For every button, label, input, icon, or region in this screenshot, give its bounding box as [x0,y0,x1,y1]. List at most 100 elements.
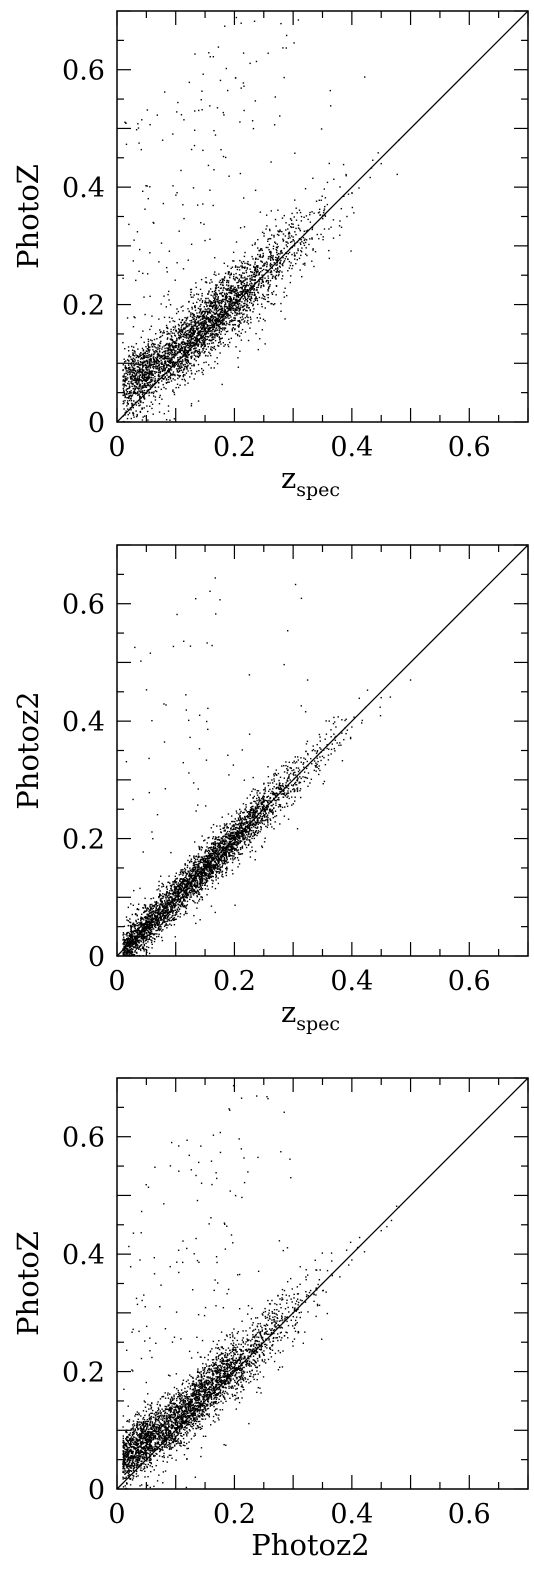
data-point [167,378,170,381]
data-point [208,862,210,864]
data-point [220,313,222,316]
data-point [143,383,146,386]
data-point [151,407,153,410]
data-point [221,314,224,316]
data-point [188,342,190,345]
data-point [145,356,147,359]
data-point [159,329,161,331]
data-point [187,370,189,372]
data-point [285,222,287,224]
data-point [163,316,166,319]
data-point [238,274,241,276]
data-point [256,792,258,794]
data-point [134,360,136,362]
data-point [281,217,284,219]
data-point [180,337,182,339]
data-point [164,367,167,369]
data-point [140,660,142,662]
data-point [138,380,140,382]
data-point [124,384,126,386]
data-point [184,316,186,319]
data-point [234,286,236,289]
data-point [237,334,239,337]
data-point [254,812,256,815]
data-point [211,291,214,293]
data-point [139,397,141,399]
data-point [135,362,137,364]
data-point [213,309,216,311]
data-point [219,599,221,601]
data-point [277,271,280,273]
data-point [161,362,163,364]
data-point [148,362,151,365]
data-point [297,224,300,227]
data-point [193,314,195,316]
data-point [305,239,308,241]
data-point [167,352,170,354]
data-point [212,857,214,860]
data-point [166,888,168,890]
data-point [244,276,246,278]
data-point [176,613,178,616]
data-point [182,364,184,366]
data-point [252,303,254,306]
data-point [345,173,347,176]
data-point [193,327,195,330]
data-point [249,285,252,287]
data-point [270,254,273,257]
data-point [280,249,282,252]
data-point [225,324,227,326]
data-point [202,858,204,860]
data-point [318,733,321,736]
data-point [236,312,239,314]
data-point [139,367,141,370]
data-point [158,361,160,363]
data-point [122,375,124,378]
data-point [380,162,382,165]
data-point [292,264,294,267]
data-point [172,361,175,363]
data-point [250,292,252,294]
data-point [126,317,129,319]
data-point [138,942,140,944]
data-point [129,373,131,375]
data-point [195,286,197,289]
data-point [192,318,194,321]
data-point [213,347,215,350]
data-point [172,371,175,373]
data-point [138,386,140,388]
data-point [170,358,172,360]
data-point [258,281,261,283]
data-point [300,761,302,763]
data-point [130,396,133,398]
data-point [351,206,354,209]
data-point [200,298,202,300]
data-point [152,392,155,395]
data-point [339,186,341,188]
data-point [208,299,210,301]
data-point [279,776,282,778]
data-point [211,338,213,341]
data-point [224,824,226,827]
data-point [188,339,190,342]
data-point [308,243,310,246]
data-point [300,239,302,241]
data-point [282,264,284,267]
data-point [150,939,152,941]
data-point [262,255,264,258]
data-point [225,305,228,308]
data-point [281,271,283,273]
data-point [300,249,302,252]
data-point [186,354,188,356]
data-point [153,361,155,364]
data-point [203,325,205,328]
data-point [177,332,179,335]
data-point [196,316,198,319]
data-point [157,352,159,354]
data-point [197,356,200,358]
data-point [136,363,138,365]
data-point [143,377,146,379]
data-point [215,334,218,336]
data-point [207,302,210,304]
data-point [261,845,263,847]
